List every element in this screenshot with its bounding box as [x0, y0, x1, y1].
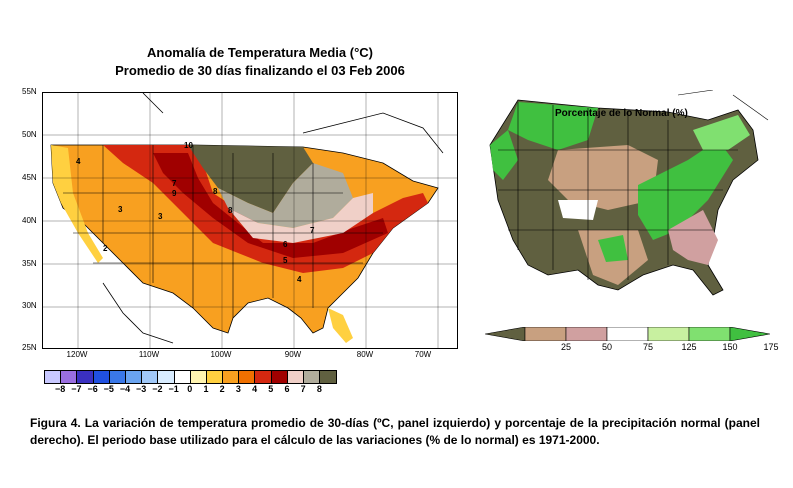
white-patch — [558, 200, 598, 220]
figure-caption: Figura 4. La variación de temperatura pr… — [30, 416, 760, 447]
lon-label: 90W — [284, 350, 302, 359]
colorbar-swatch — [239, 371, 256, 383]
temperature-anomaly-svg — [43, 93, 457, 348]
colorbar-label: −6 — [87, 384, 98, 394]
colorbar-swatch — [45, 371, 62, 383]
colorbar-label: 75 — [642, 342, 653, 352]
colorbar-label: 1 — [203, 384, 209, 394]
contour-label: 4 — [76, 157, 81, 166]
colorbar-swatch — [206, 371, 224, 383]
contour-label: 3 — [158, 212, 163, 221]
precipitation-colorbar — [484, 326, 771, 342]
colorbar-label: 5 — [268, 384, 274, 394]
contour-label: 3 — [118, 205, 123, 214]
colorbar-label: 125 — [681, 342, 697, 352]
colorbar-left-arrow — [484, 326, 526, 342]
colorbar-swatch — [524, 326, 567, 342]
colorbar-label: −1 — [168, 384, 179, 394]
colorbar-label: 0 — [187, 384, 193, 394]
colorbar-label: −3 — [136, 384, 147, 394]
olive-north-central — [188, 145, 313, 213]
pink-southeast — [668, 210, 718, 265]
lon-label: 80W — [356, 350, 374, 359]
grey-band — [218, 163, 353, 228]
colorbar-label: 50 — [601, 342, 612, 352]
lightgreen-east — [693, 115, 750, 150]
precipitation-colorbar-svg — [484, 326, 771, 342]
lat-label: 25N — [22, 343, 37, 352]
contour-label: 9 — [172, 189, 177, 198]
colorbar-label: 7 — [300, 384, 306, 394]
lat-label: 40N — [22, 216, 37, 225]
colorbar-swatch — [174, 371, 191, 383]
lat-label: 55N — [22, 87, 37, 96]
colorbar-swatch — [93, 371, 110, 383]
colorbar-label: −7 — [71, 384, 82, 394]
lat-label: 35N — [22, 259, 37, 268]
pink-band — [228, 193, 373, 243]
colorbar-swatch — [223, 371, 240, 383]
colorbar-label: 3 — [235, 384, 241, 394]
contour-label: 8 — [213, 187, 218, 196]
contour-label: 7 — [172, 179, 177, 188]
green-northwest-coast — [490, 130, 518, 180]
colorbar-label: 6 — [284, 384, 290, 394]
colorbar-swatch — [304, 371, 321, 383]
contour-label: 5 — [283, 256, 288, 265]
colorbar-swatch — [606, 326, 649, 342]
colorbar-swatch — [647, 326, 690, 342]
colorbar-label: 8 — [316, 384, 322, 394]
contour-label: 10 — [184, 141, 193, 150]
colorbar-label: 25 — [560, 342, 571, 352]
colorbar-swatch — [688, 326, 731, 342]
precipitation-percent-map — [478, 89, 778, 305]
colorbar-label: −5 — [103, 384, 114, 394]
temperature-colorbar — [44, 370, 338, 384]
colorbar-swatch — [190, 371, 207, 383]
lon-label: 70W — [414, 350, 432, 359]
lon-label: 110W — [138, 350, 160, 359]
colorbar-swatch — [125, 371, 143, 383]
contour-label: 2 — [103, 244, 108, 253]
contour-label: 6 — [283, 240, 288, 249]
colorbar-label: 4 — [252, 384, 258, 394]
lat-label: 50N — [22, 130, 37, 139]
colorbar-swatch — [271, 371, 288, 383]
colorbar-swatch — [255, 371, 272, 383]
lon-label: 100W — [210, 350, 232, 359]
map-subtitle: Promedio de 30 días finalizando el 03 Fe… — [115, 63, 405, 78]
tan-central — [548, 145, 658, 210]
contour-label: 8 — [228, 206, 233, 215]
colorbar-swatch — [320, 371, 337, 383]
colorbar-swatch — [158, 371, 175, 383]
precipitation-svg — [489, 89, 769, 296]
colorbar-swatch — [109, 371, 126, 383]
lat-label: 45N — [22, 173, 37, 182]
colorbar-label: −8 — [55, 384, 66, 394]
west-coast-region — [51, 145, 103, 263]
colorbar-swatch — [142, 371, 159, 383]
southeast-yellow — [328, 308, 353, 343]
colorbar-swatch — [77, 371, 94, 383]
colorbar-label: −4 — [119, 384, 131, 394]
colorbar-right-arrow — [729, 326, 771, 342]
colorbar-label: 2 — [219, 384, 225, 394]
colorbar-label: −2 — [152, 384, 163, 394]
map-title: Anomalía de Temperatura Media (°C) — [146, 45, 373, 60]
dark-red-core — [153, 153, 388, 258]
green-patch-south — [598, 235, 628, 262]
contour-label: 7 — [310, 226, 315, 235]
lon-label: 120W — [66, 350, 88, 359]
colorbar-swatch — [287, 371, 304, 383]
precipitation-map-title: Porcentaje de lo Normal (%) — [555, 108, 688, 119]
colorbar-swatch — [61, 371, 78, 383]
contour-label: 4 — [297, 275, 302, 284]
colorbar-label: 150 — [722, 342, 738, 352]
colorbar-label: 175 — [763, 342, 779, 352]
temperature-anomaly-map — [42, 92, 458, 349]
colorbar-swatch — [565, 326, 608, 342]
lat-label: 30N — [22, 301, 37, 310]
